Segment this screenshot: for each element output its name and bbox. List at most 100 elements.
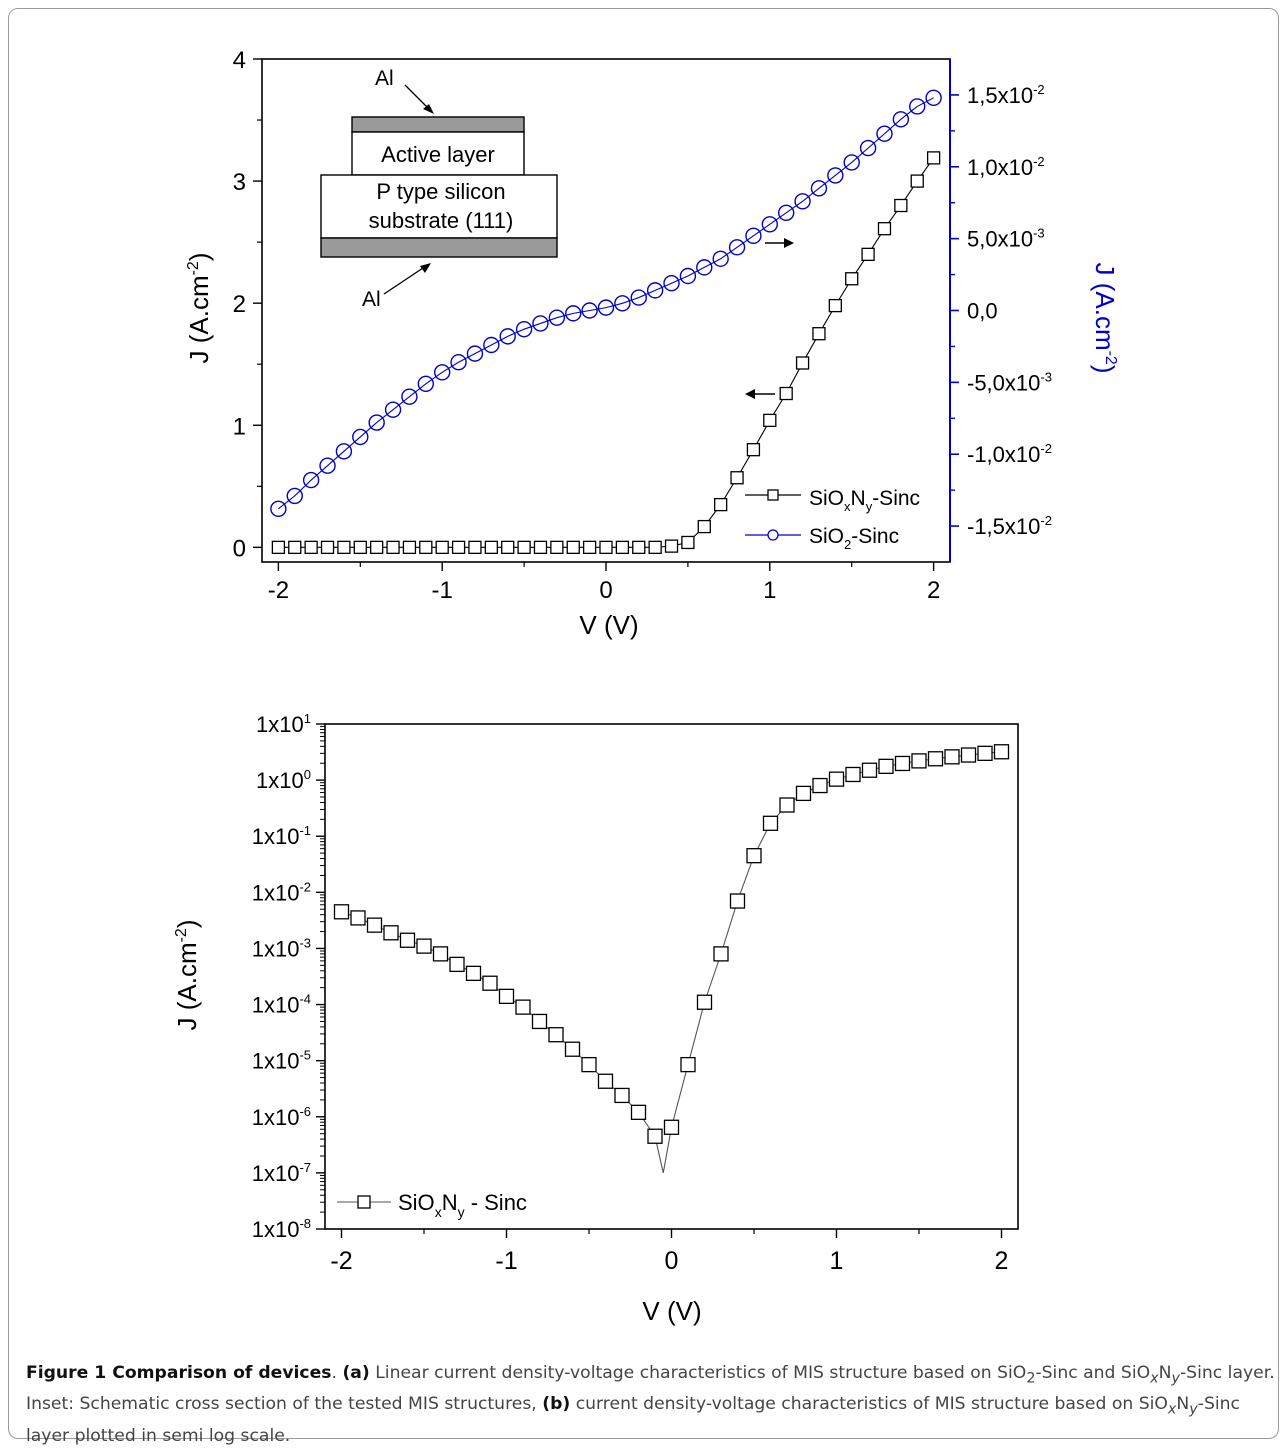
series-sio2-point: [646, 282, 664, 299]
chart-a-ytick-right-label: 1,0x10-2: [967, 154, 1045, 180]
legend-a-entry-sio2: SiO2-Sinc: [745, 525, 899, 552]
series-sioxny-point: [566, 540, 580, 554]
inset-top-arrow: [404, 84, 431, 111]
series-sioxny-point: [337, 540, 351, 554]
series-sio2-point: [696, 259, 713, 276]
series-sioxny-point: [877, 222, 892, 236]
chart-a-ytick-left-label: 2: [233, 291, 246, 318]
series-sioxny-point: [894, 198, 908, 213]
series-sio2-point: [352, 428, 369, 446]
series-sioxny-point: [370, 540, 384, 554]
chart-a-ytick-right-label: -1,0x10-2: [967, 441, 1052, 467]
chart-a-ytick-right-label: -5,0x10-3: [967, 369, 1052, 395]
series-sioxny-point: [812, 327, 826, 341]
chart-a-ytick-left-label: 0: [233, 535, 246, 562]
inset-bottom-al-layer: [320, 237, 558, 258]
series-sio2-point: [384, 401, 402, 418]
series-sio2-point: [483, 336, 500, 354]
chart-a-ticks: -2 -1 0 1 2 0 1 2 3 4 -1,5x10-2 -1,0x10-2 -5,0x10-3 0…: [233, 47, 1052, 604]
series-sio2-point: [777, 204, 795, 221]
chart-a: -2 -1 0 1 2 0 1 2 3 4 -1,5x10-2 -1,0x10-2 -5,0x10-3 0…: [184, 47, 1120, 640]
series-sio2-point: [270, 500, 287, 518]
series-sioxny-point: [926, 151, 941, 165]
series-sio2-point: [433, 364, 451, 381]
series-sio2-point: [892, 111, 910, 128]
series-sio2-point: [859, 139, 877, 157]
series-sioxny-point: [468, 540, 482, 554]
chart-a-ytick-left-label: 4: [233, 47, 246, 74]
series-sioxny-point: [501, 540, 515, 554]
series-sioxny-point: [664, 539, 679, 553]
series-sio2-point: [565, 305, 582, 322]
series-sioxny-point: [681, 535, 695, 550]
series-sioxny-point: [582, 540, 597, 554]
series-sio2-point: [745, 227, 762, 244]
series-sioxny-point: [435, 540, 449, 554]
series-sioxny-point: [697, 519, 711, 534]
series-sioxny-point: [484, 540, 498, 554]
legend-a-entry-sioxny: SiOxNy-Sinc: [745, 487, 920, 514]
series-sio2-point: [614, 295, 631, 312]
series-sioxny-point: [795, 356, 810, 370]
series-sio2-point: [581, 302, 598, 319]
series-sio2-point: [401, 388, 418, 405]
series-sioxny-point: [599, 540, 613, 554]
series-sioxny-point: [550, 540, 564, 554]
series-sio2-point: [679, 267, 697, 285]
chart-a-xlabel: V (V): [579, 610, 638, 640]
series-sioxny-point: [533, 540, 548, 554]
arrow-to-right-axis: [765, 238, 794, 248]
series-sio2-point: [417, 375, 435, 392]
chart-a-marks: [270, 89, 942, 554]
svg-text:SiO2-Sinc: SiO2-Sinc: [809, 525, 899, 552]
figure-caption: Figure 1 Comparison of devices. (a) Line…: [26, 1363, 1275, 1446]
series-sioxny-point: [730, 471, 744, 485]
series-sio2-point: [810, 180, 828, 197]
chart-a-xtick-label: -2: [268, 577, 289, 604]
inset-bottom-al-label: Al: [362, 288, 381, 311]
series-sioxny-point: [402, 540, 417, 554]
series-sioxny-point: [845, 272, 859, 286]
series-sioxny-point: [419, 540, 433, 554]
series-sioxny-point: [288, 540, 302, 554]
series-sio2-point: [335, 443, 353, 460]
chart-a-ylabel-right: J (A.cm-2): [1090, 262, 1120, 373]
series-sioxny-point: [632, 540, 646, 554]
chart-a-ytick-left-label: 1: [233, 413, 246, 440]
series-sio2-point: [302, 471, 320, 489]
chart-a-ylabel-left: J (A.cm-2): [184, 252, 214, 363]
inset-substrate-label-2: substrate (111): [369, 208, 514, 233]
inset-substrate: [320, 174, 558, 239]
inset-active-layer-label: Active layer: [381, 142, 495, 167]
series-sioxny-point: [779, 386, 793, 401]
chart-a-xtick-label: 0: [599, 577, 612, 604]
chart-a-legend: SiOxNy-Sinc SiO2-Sinc: [745, 487, 920, 552]
series-sioxny-point: [386, 540, 400, 554]
chart-a-ytick-right-label: 5,0x10-3: [967, 226, 1045, 252]
chart-a-ytick-right-label: 1,5x10-2: [967, 82, 1045, 108]
inset-top-arrow-head: [423, 104, 434, 114]
inset-substrate-label-1: P type silicon: [376, 179, 505, 204]
series-sioxny-point: [271, 540, 286, 554]
inset-top-al-label: Al: [375, 67, 394, 90]
series-sio2-point: [532, 315, 549, 332]
inset-bottom-arrow: [383, 265, 427, 295]
inset-active-layer: [351, 131, 525, 176]
series-sio2-point: [548, 309, 566, 326]
series-sio2-point: [597, 299, 615, 316]
series-sio2-point: [319, 457, 336, 474]
series-sioxny-point: [320, 540, 335, 554]
series-sioxny-point: [353, 540, 367, 554]
series-sio2-point: [909, 98, 926, 115]
series-sio2-point: [728, 239, 746, 256]
inset-schematic: Al Active layer P type silicon substrate…: [320, 67, 558, 311]
series-sioxny-point: [861, 247, 875, 261]
series-sio2-point: [630, 289, 647, 306]
series-sio2-point: [663, 274, 680, 292]
series-sioxny-point: [910, 174, 924, 188]
series-sio2-point: [286, 487, 303, 505]
series-sioxny-point: [648, 540, 662, 554]
series-sio2-point: [712, 250, 729, 267]
svg-text:SiOxNy-Sinc: SiOxNy-Sinc: [809, 487, 920, 514]
series-sioxny-point: [746, 443, 761, 457]
